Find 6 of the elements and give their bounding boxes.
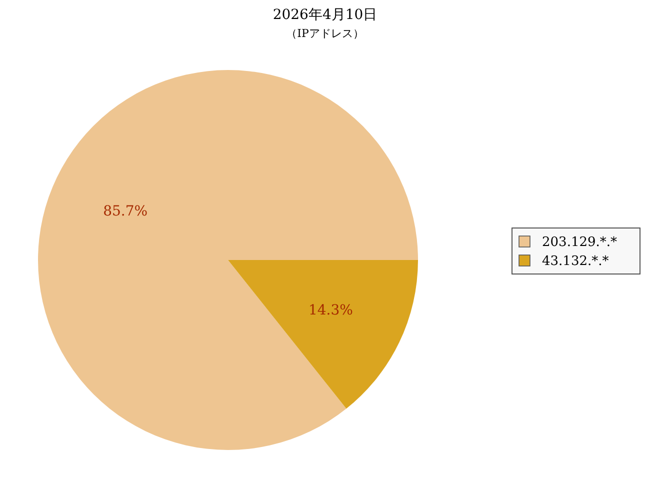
data-label: 14.3% <box>308 302 353 319</box>
legend-label: 43.132.*.* <box>542 254 610 269</box>
data-label: 85.7% <box>103 203 148 220</box>
legend-label: 203.129.*.* <box>542 235 618 250</box>
chart-title: 2026年4月10日 <box>272 7 378 23</box>
chart-subtitle: （IPアドレス） <box>286 27 364 40</box>
